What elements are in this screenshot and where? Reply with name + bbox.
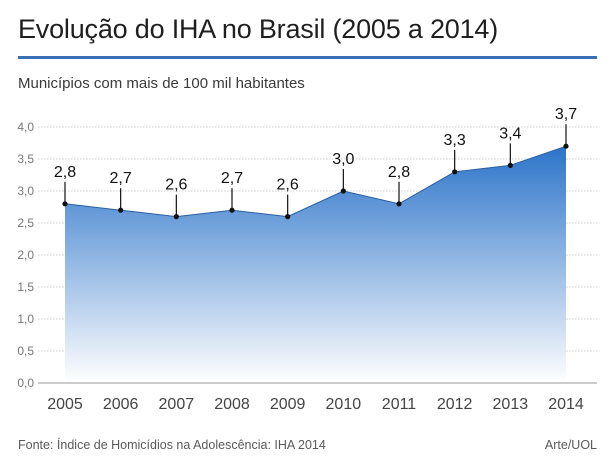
data-label: 3,0 — [332, 151, 354, 168]
y-tick-label: 1,0 — [17, 312, 34, 326]
y-tick-label: 0,5 — [17, 344, 34, 358]
y-tick-label: 3,0 — [17, 184, 34, 198]
data-label: 3,7 — [555, 106, 577, 123]
data-label: 2,6 — [165, 177, 187, 194]
x-tick-label: 2010 — [326, 396, 362, 413]
y-tick-label: 2,5 — [17, 216, 34, 230]
y-tick-label: 0,0 — [17, 376, 34, 390]
x-tick-label: 2008 — [214, 396, 250, 413]
data-point — [285, 214, 291, 220]
series-area — [65, 146, 566, 383]
data-point — [173, 214, 179, 220]
x-tick-label: 2006 — [103, 396, 139, 413]
data-label: 2,8 — [54, 164, 76, 181]
x-tick-label: 2011 — [382, 396, 417, 413]
data-label: 2,8 — [388, 164, 410, 181]
y-tick-label: 2,0 — [17, 248, 34, 262]
title-divider — [18, 56, 597, 59]
x-tick-label: 2005 — [47, 396, 83, 413]
data-point — [452, 169, 458, 175]
x-tick-label: 2013 — [493, 396, 529, 413]
mark-layer: 2,8 2,7 2,6 2,7 2,6 3,0 2,8 3,3 3,4 3,7 — [54, 106, 577, 220]
data-label: 2,7 — [221, 170, 243, 187]
x-tick-label: 2014 — [548, 396, 584, 413]
chart-title: Evolução do IHA no Brasil (2005 a 2014) — [18, 14, 499, 44]
x-tick-label: 2009 — [270, 396, 306, 413]
area-layer — [64, 145, 567, 383]
data-point — [340, 188, 346, 194]
x-tick-label: 2012 — [437, 396, 473, 413]
data-label: 3,4 — [499, 125, 521, 142]
data-label: 2,6 — [277, 177, 299, 194]
data-point — [563, 143, 569, 149]
chart-subtitle: Municípios com mais de 100 mil habitante… — [18, 75, 305, 92]
x-tick-label: 2007 — [159, 396, 195, 413]
series-line — [64, 145, 567, 218]
data-point — [229, 207, 235, 213]
data-point — [507, 162, 513, 168]
y-tick-label: 1,5 — [17, 280, 34, 294]
data-label: 2,7 — [110, 170, 132, 187]
credit-note: Arte/UOL — [544, 438, 597, 452]
data-point — [396, 201, 402, 207]
data-point — [62, 201, 68, 207]
data-label: 3,3 — [444, 132, 466, 149]
source-note: Fonte: Índice de Homicídios na Adolescên… — [18, 438, 326, 452]
axis-layer: 0,0 0,5 1,0 1,5 2,0 2,5 3,0 3,5 4,0 2005 2006 2007 2… — [17, 120, 597, 413]
y-tick-label: 3,5 — [17, 152, 34, 166]
y-tick-label: 4,0 — [17, 120, 34, 134]
data-point — [118, 207, 124, 213]
